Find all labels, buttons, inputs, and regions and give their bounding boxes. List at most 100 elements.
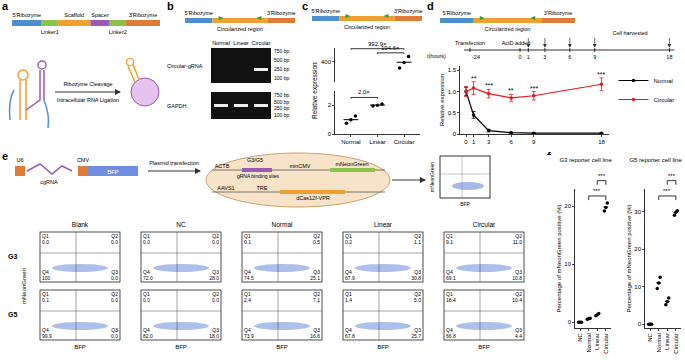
svg-text:Cell harvested: Cell harvested xyxy=(612,30,647,36)
svg-text:2: 2 xyxy=(328,102,332,108)
svg-text:9: 9 xyxy=(532,139,536,145)
svg-text:mNeonGreen: mNeonGreen xyxy=(21,268,27,304)
svg-text:Linear: Linear xyxy=(664,333,670,350)
svg-text:99.9: 99.9 xyxy=(42,333,52,339)
svg-text:***: *** xyxy=(668,173,676,179)
svg-text:mNeonGreen: mNeonGreen xyxy=(429,162,435,192)
svg-text:AAVS1: AAVS1 xyxy=(217,185,234,191)
svg-text:72.0: 72.0 xyxy=(143,275,153,281)
svg-text:20: 20 xyxy=(634,246,641,252)
svg-text:**: ** xyxy=(508,87,514,94)
svg-text:***: *** xyxy=(593,188,601,194)
svg-text:10: 10 xyxy=(634,284,641,290)
svg-text:0.5: 0.5 xyxy=(448,110,457,116)
svg-text:Normal: Normal xyxy=(656,333,662,352)
svg-text:0.0: 0.0 xyxy=(111,239,118,245)
svg-text:Linker1: Linker1 xyxy=(41,29,59,35)
svg-text:1.5: 1.5 xyxy=(448,67,457,73)
svg-text:Linear: Linear xyxy=(594,333,600,350)
svg-text:1: 1 xyxy=(472,139,476,145)
svg-text:Linear: Linear xyxy=(369,139,386,145)
svg-text:Normal: Normal xyxy=(212,40,230,46)
svg-text:0: 0 xyxy=(568,319,572,325)
svg-text:2.0×: 2.0× xyxy=(358,89,370,95)
svg-text:Percentage of mNeonGreen posit: Percentage of mNeonGreen positive (%) xyxy=(556,204,562,312)
svg-text:NC: NC xyxy=(176,221,186,228)
svg-text:7.1: 7.1 xyxy=(313,297,320,303)
svg-text:Linear: Linear xyxy=(374,221,393,228)
svg-text:100: 100 xyxy=(42,275,51,281)
svg-text:BFP: BFP xyxy=(107,169,119,175)
svg-text:0.5: 0.5 xyxy=(313,239,320,245)
svg-text:t(hours): t(hours) xyxy=(427,53,446,59)
svg-text:dCas12f-VPR: dCas12f-VPR xyxy=(296,195,330,201)
svg-text:CMV: CMV xyxy=(77,157,90,163)
svg-text:Plasmid transfection: Plasmid transfection xyxy=(149,160,199,166)
svg-text:BFP: BFP xyxy=(478,344,490,350)
svg-text:BFP: BFP xyxy=(74,344,86,350)
svg-text:3'Ribozyme: 3'Ribozyme xyxy=(394,8,423,14)
svg-text:30.8: 30.8 xyxy=(411,275,421,281)
svg-text:67.8: 67.8 xyxy=(345,333,355,339)
svg-text:Spacer: Spacer xyxy=(91,12,109,18)
svg-text:Circular-gRNA: Circular-gRNA xyxy=(167,63,203,69)
svg-text:**: ** xyxy=(471,75,477,82)
svg-text:18.0: 18.0 xyxy=(209,333,219,339)
svg-text:GAPDH: GAPDH xyxy=(167,103,187,109)
svg-text:0.0: 0.0 xyxy=(212,239,219,245)
svg-text:Circular: Circular xyxy=(252,40,271,46)
svg-text:0: 0 xyxy=(464,139,468,145)
svg-text:NC: NC xyxy=(577,333,583,342)
svg-text:5'Ribozyme: 5'Ribozyme xyxy=(184,10,213,16)
svg-text:mNeonGreen: mNeonGreen xyxy=(335,161,368,167)
svg-text:0.0: 0.0 xyxy=(143,239,150,245)
svg-text:250 bp: 250 bp xyxy=(274,66,290,72)
svg-text:Circular: Circular xyxy=(473,221,496,228)
svg-text:0.0: 0.0 xyxy=(42,239,49,245)
svg-text:Circularized region: Circularized region xyxy=(344,24,390,30)
svg-text:1.0: 1.0 xyxy=(448,89,457,95)
svg-text:Relative expression: Relative expression xyxy=(439,74,445,126)
svg-text:392.9×: 392.9× xyxy=(368,41,387,47)
svg-text:0: 0 xyxy=(453,131,457,137)
svg-text:a: a xyxy=(2,0,9,12)
svg-text:f: f xyxy=(547,150,551,162)
svg-text:25.7: 25.7 xyxy=(411,333,421,339)
svg-text:3: 3 xyxy=(543,54,546,60)
svg-text:U6: U6 xyxy=(16,157,23,163)
svg-text:Circular: Circular xyxy=(673,333,679,354)
svg-text:82.0: 82.0 xyxy=(143,333,153,339)
svg-text:500 bp: 500 bp xyxy=(274,99,290,105)
svg-text:250 bp: 250 bp xyxy=(274,105,290,111)
svg-text:18: 18 xyxy=(666,54,672,60)
svg-text:16.6: 16.6 xyxy=(310,333,320,339)
svg-text:194.6×: 194.6× xyxy=(381,45,400,51)
svg-text:750 bp: 750 bp xyxy=(274,92,290,98)
svg-text:20: 20 xyxy=(564,203,571,209)
svg-text:0: 0 xyxy=(328,131,332,137)
svg-text:3'Ribozyme: 3'Ribozyme xyxy=(267,10,296,16)
svg-text:Scaffold: Scaffold xyxy=(64,12,84,18)
svg-text:5'Ribozyme: 5'Ribozyme xyxy=(311,8,340,14)
svg-text:e: e xyxy=(2,150,8,162)
svg-text:G5 reporter cell line: G5 reporter cell line xyxy=(629,157,682,163)
svg-text:69.1: 69.1 xyxy=(446,275,456,281)
svg-text:G5: G5 xyxy=(8,311,17,318)
svg-text:Circular: Circular xyxy=(394,139,415,145)
svg-text:Normal: Normal xyxy=(272,221,294,228)
svg-text:***: *** xyxy=(485,82,493,89)
svg-text:ACTB: ACTB xyxy=(215,163,230,169)
svg-text:Circular: Circular xyxy=(653,97,674,103)
svg-text:BFP: BFP xyxy=(276,344,288,350)
svg-text:10.4: 10.4 xyxy=(512,297,522,303)
svg-text:BFP: BFP xyxy=(460,201,470,207)
svg-text:30: 30 xyxy=(634,209,641,215)
svg-text:6: 6 xyxy=(509,139,513,145)
svg-text:28.0: 28.0 xyxy=(209,275,219,281)
svg-text:10: 10 xyxy=(564,261,571,267)
svg-text:c: c xyxy=(302,0,308,12)
svg-text:NC: NC xyxy=(647,333,653,342)
svg-text:1: 1 xyxy=(527,54,530,60)
svg-text:18.4: 18.4 xyxy=(446,297,456,303)
svg-text:18: 18 xyxy=(598,139,605,145)
